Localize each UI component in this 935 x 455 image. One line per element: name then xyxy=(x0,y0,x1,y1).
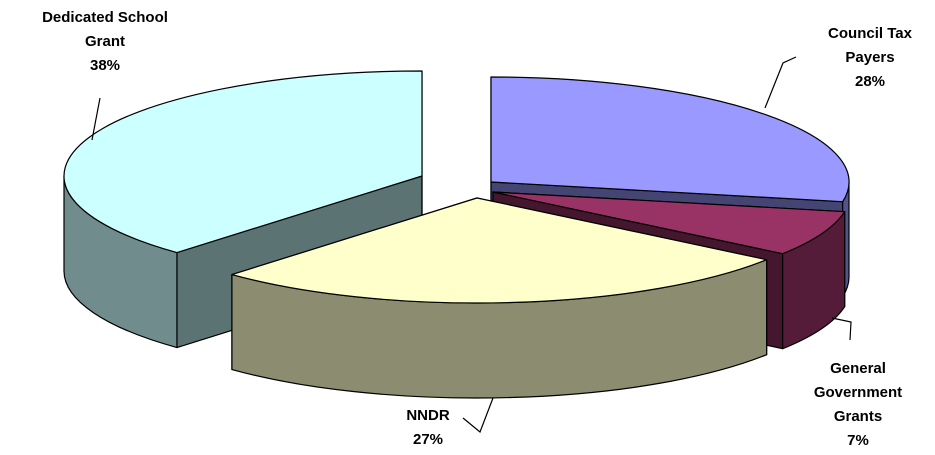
slice-label-line-dedicated-school-grant-2: 38% xyxy=(90,57,120,74)
slice-label-general-government-grants: General Government Grants 7% xyxy=(814,360,902,449)
labels-layer: Council Tax Payers 28% General Government Gra… xyxy=(42,9,913,449)
slice-label-line-general-government-grants-3: 7% xyxy=(847,432,869,449)
slice-label-line-general-government-grants-1: Government xyxy=(814,384,902,401)
slice-label-council-tax-payers: Council Tax Payers 28% xyxy=(828,25,913,90)
slice-label-line-council-tax-payers-0: Council Tax xyxy=(828,25,913,42)
slice-label-line-dedicated-school-grant-0: Dedicated School xyxy=(42,9,168,26)
slice-top-general-government-grants xyxy=(492,191,846,255)
leader-line-nndr xyxy=(462,397,494,433)
slice-label-line-council-tax-payers-1: Payers xyxy=(845,49,894,66)
slice-label-line-general-government-grants-2: Grants xyxy=(834,408,882,425)
slice-label-line-nndr-0: NNDR xyxy=(406,407,449,424)
leader-lines xyxy=(91,56,852,433)
slice-label-dedicated-school-grant: Dedicated School Grant 38% xyxy=(42,9,168,74)
slice-label-nndr: NNDR 27% xyxy=(406,407,449,448)
leader-line-gov-grants xyxy=(831,317,852,341)
slice-label-line-dedicated-school-grant-1: Grant xyxy=(85,33,125,50)
slice-top-dedicated-school-grant xyxy=(63,70,423,254)
slice-label-line-nndr-1: 27% xyxy=(413,431,443,448)
slice-label-line-general-government-grants-0: General xyxy=(830,360,886,377)
slice-top-council-tax-payers xyxy=(490,76,850,203)
leader-line-council-tax xyxy=(764,56,797,109)
slices-layer xyxy=(63,70,850,399)
leader-line-school-grant xyxy=(91,97,101,141)
slice-label-line-council-tax-payers-2: 28% xyxy=(855,73,885,90)
slice-top-nndr xyxy=(231,197,768,304)
